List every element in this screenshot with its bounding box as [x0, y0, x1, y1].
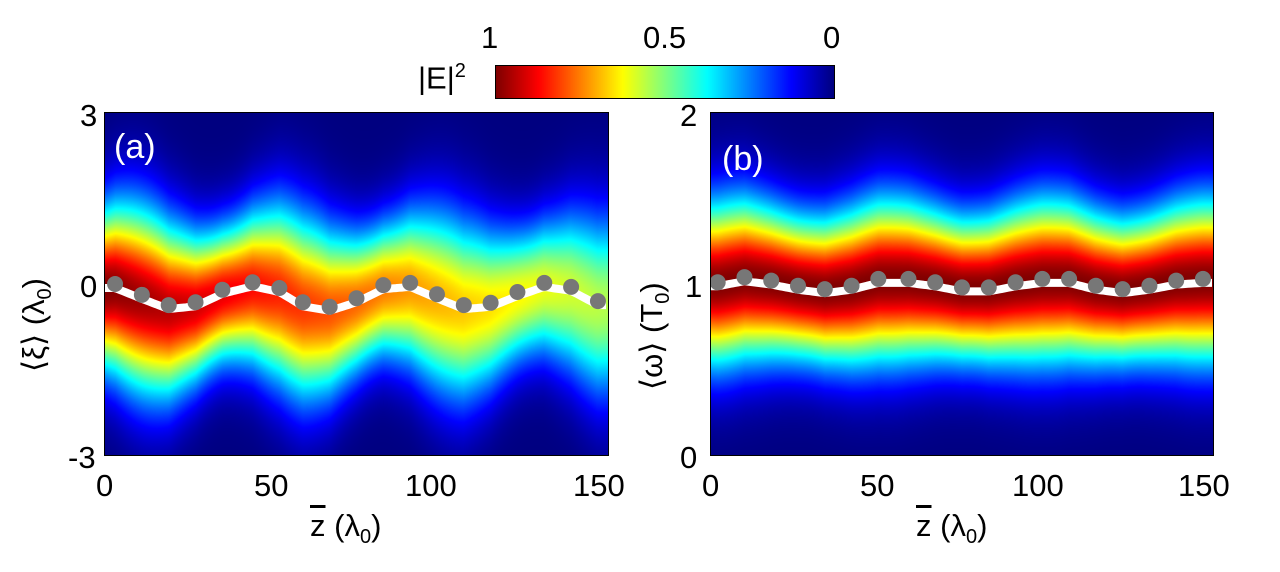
xtick-a-150: 150 [573, 468, 625, 503]
data-point [348, 290, 365, 307]
data-point [294, 294, 311, 311]
data-point [563, 278, 580, 295]
data-point [816, 281, 833, 298]
data-point [980, 279, 997, 296]
data-point [244, 274, 261, 291]
colorbar-tick-0.5: 0.5 [643, 20, 687, 55]
data-point [900, 270, 917, 287]
ytick-a-3: 3 [80, 98, 98, 133]
ytick-a-0: 0 [80, 269, 98, 304]
xtick-a-100: 100 [405, 468, 457, 503]
data-point [589, 293, 606, 310]
xlabel-b: z (λ0) [916, 508, 988, 549]
data-point [321, 298, 338, 315]
data-point [482, 294, 499, 311]
data-point [187, 294, 204, 311]
data-point [927, 274, 944, 291]
data-point [1141, 277, 1158, 294]
panel-label-a: (a) [114, 128, 156, 166]
colorbar-tick-1: 1 [481, 20, 499, 55]
data-point [509, 283, 526, 300]
xtick-b-50: 50 [860, 468, 895, 503]
data-point [1194, 270, 1211, 287]
colorbar [495, 65, 835, 99]
data-point [1114, 281, 1131, 298]
xlabel-a: z (λ0) [310, 508, 382, 549]
data-point [954, 279, 970, 296]
colorbar-tick-0: 0 [823, 20, 841, 55]
data-point [763, 272, 780, 289]
data-point [402, 274, 419, 291]
ylabel-a: ⟨ξ⟩ (λ0) [16, 278, 57, 372]
ylabel-b: ⟨ω⟩ (T0) [634, 282, 675, 390]
data-point [711, 274, 726, 291]
panel-label-b: (b) [722, 140, 764, 178]
data-point [736, 269, 753, 286]
xtick-b-100: 100 [1012, 468, 1064, 503]
data-point [1168, 272, 1185, 289]
data-point [536, 274, 553, 291]
xtick-b-150: 150 [1178, 468, 1230, 503]
xtick-a-0: 0 [96, 468, 114, 503]
data-point [843, 277, 860, 294]
data-point [214, 281, 231, 298]
data-point [455, 297, 472, 314]
xtick-a-50: 50 [254, 468, 289, 503]
xtick-b-0: 0 [702, 468, 720, 503]
data-point [1007, 274, 1024, 291]
colorbar-label: |E|2 [418, 60, 466, 96]
data-point [133, 286, 150, 303]
ytick-b-1: 1 [685, 269, 703, 304]
data-point [271, 279, 288, 296]
data-point [1087, 277, 1104, 294]
data-point [428, 286, 445, 303]
data-point [1061, 270, 1078, 287]
data-point [1034, 270, 1051, 287]
ytick-b-0: 0 [680, 440, 698, 475]
ytick-b-2: 2 [680, 98, 698, 133]
data-point [790, 277, 807, 294]
heatmap-a [105, 113, 608, 455]
data-point [107, 276, 124, 292]
data-point [375, 277, 392, 294]
overlay-a [105, 274, 606, 315]
data-point [160, 297, 177, 314]
data-point [870, 270, 887, 287]
ytick-a-neg3: -3 [68, 440, 96, 475]
overlay-b [711, 269, 1212, 298]
